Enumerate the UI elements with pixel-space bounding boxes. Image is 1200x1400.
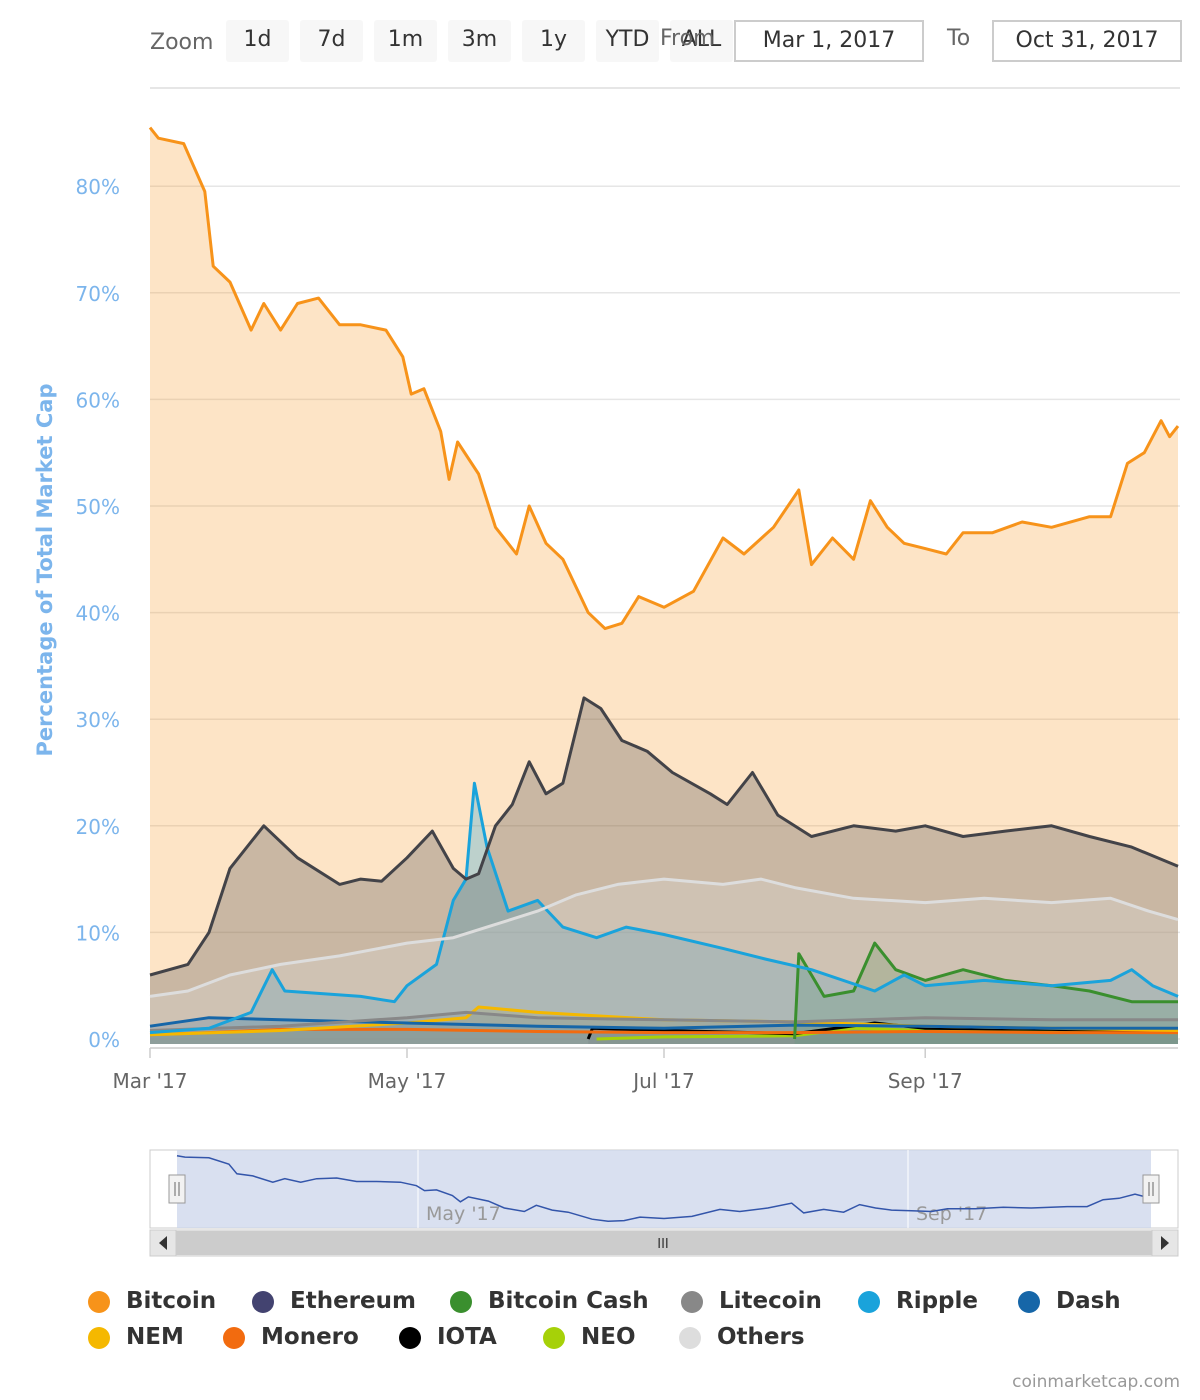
zoom-3m-button[interactable]: 3m [448, 20, 511, 62]
legend-dot-icon [679, 1327, 701, 1349]
legend-label: IOTA [437, 1324, 497, 1350]
y-tick-label: 60% [76, 388, 120, 412]
x-tick-label: May '17 [368, 1069, 447, 1093]
y-tick-label: 20% [76, 815, 120, 839]
zoom-1m-button[interactable]: 1m [374, 20, 437, 62]
y-tick-label: 50% [76, 495, 120, 519]
area-iota [588, 1023, 1178, 1044]
legend-dot-icon [88, 1291, 110, 1313]
line-litecoin [149, 1010, 1178, 1032]
legend-label: Bitcoin Cash [488, 1288, 649, 1314]
navigator-tick-label: May '17 [426, 1203, 501, 1225]
navigator-series-line [176, 1154, 1152, 1223]
legend-dot-icon [450, 1291, 472, 1313]
line-ethereum [149, 696, 1179, 977]
y-axis-title: Percentage of Total Market Cap [33, 383, 57, 756]
x-axis-ticks: Mar '17 May '17 Jul '17 Sep '17 [112, 1047, 1178, 1093]
navigator[interactable]: May '17 Sep '17 [149, 1149, 1179, 1229]
to-label: To [947, 26, 971, 51]
grid-lines [150, 185, 1180, 1040]
line-ripple [149, 781, 1179, 1035]
legend-label: Monero [261, 1324, 359, 1350]
area-nem [150, 1007, 1178, 1044]
line-bitcoin-cash [793, 941, 1178, 1040]
zoom-all-button[interactable]: ALL [670, 20, 733, 62]
legend-label: NEO [581, 1324, 636, 1350]
navigator-tick-label: Sep '17 [916, 1203, 987, 1225]
area-bitcoin [150, 127, 1178, 1045]
navigator-left-handle[interactable] [168, 1174, 186, 1204]
scrollbar-grip: III [657, 1237, 669, 1252]
zoom-7d-button[interactable]: 7d [300, 20, 363, 62]
to-date-input[interactable]: Oct 31, 2017 [992, 20, 1182, 62]
line-others [149, 877, 1179, 998]
legend-label: Dash [1056, 1288, 1121, 1314]
credits-link[interactable]: coinmarketcap.com [1012, 1372, 1180, 1392]
legend-label: Ethereum [290, 1288, 416, 1314]
legend-dot-icon [399, 1327, 421, 1349]
legend-dot-icon [223, 1327, 245, 1349]
arrow-left-icon [159, 1236, 167, 1250]
y-tick-label: 70% [76, 282, 120, 306]
arrow-right-icon [1161, 1236, 1169, 1250]
zoom-1d-button[interactable]: 1d [226, 20, 289, 62]
legend-dot-icon [681, 1291, 703, 1313]
legend-dot-icon [252, 1291, 274, 1313]
series-areas [150, 127, 1178, 1045]
line-bitcoin [148, 126, 1180, 631]
y-tick-label: 30% [76, 708, 120, 732]
legend-dot-icon [1018, 1291, 1040, 1313]
legend-dot-icon [88, 1327, 110, 1349]
area-ethereum [150, 697, 1178, 1044]
legend-label: Litecoin [719, 1288, 822, 1314]
legend-dot-icon [858, 1291, 880, 1313]
y-tick-label: 40% [76, 602, 120, 626]
zoom-ytd-button[interactable]: YTD [596, 20, 659, 62]
zoom-1y-button[interactable]: 1y [522, 20, 585, 62]
line-dash [149, 1016, 1178, 1030]
y-tick-label: 10% [76, 921, 120, 945]
series-lines [148, 126, 1180, 1041]
x-tick-label: Sep '17 [888, 1069, 963, 1093]
legend-label: NEM [126, 1324, 184, 1350]
y-tick-label: 80% [76, 175, 120, 199]
y-tick-label: 0% [88, 1028, 120, 1052]
area-others [150, 879, 1178, 1044]
legend-label: Bitcoin [126, 1288, 217, 1314]
from-label: From [660, 26, 715, 51]
zoom-label: Zoom [150, 30, 214, 55]
y-axis-ticks: 0% 10% 20% 30% 40% 50% 60% 70% 80% [76, 175, 120, 1052]
legend-dot-icon [543, 1327, 565, 1349]
legend-label: Others [717, 1324, 805, 1350]
legend-label: Ripple [896, 1288, 979, 1314]
x-tick-label: Jul '17 [631, 1069, 694, 1093]
navigator-mask[interactable] [177, 1150, 1151, 1228]
scrollbar-thumb[interactable] [176, 1231, 1152, 1255]
navigator-right-handle[interactable] [1142, 1174, 1160, 1204]
from-date-input[interactable]: Mar 1, 2017 [734, 20, 924, 62]
scrollbar[interactable]: III [149, 1229, 1179, 1257]
x-tick-label: Mar '17 [112, 1069, 187, 1093]
